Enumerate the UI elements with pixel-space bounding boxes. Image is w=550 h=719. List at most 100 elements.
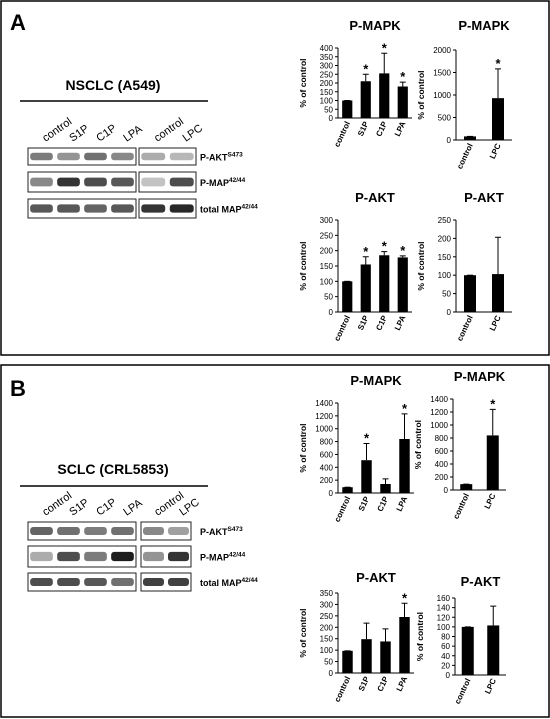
blot-row-label: P-MAP42/44 [200, 552, 246, 563]
y-tick-label: 100 [320, 646, 334, 655]
y-axis-label: % of control [416, 241, 426, 290]
bar [360, 264, 371, 312]
y-tick-label: 0 [329, 308, 334, 317]
row-superscript: 42/44 [229, 552, 246, 559]
blot-band [169, 204, 194, 213]
x-tick-label: control [333, 495, 353, 523]
blot-band [30, 578, 53, 586]
blot-band [57, 152, 80, 161]
y-tick-label: 80 [441, 633, 450, 642]
y-tick-label: 100 [320, 97, 334, 106]
x-tick-label: LPC [483, 492, 498, 511]
panel-frame [0, 0, 550, 356]
x-tick-label: S1P [357, 674, 372, 692]
panel-label: A [10, 10, 26, 35]
y-axis-label: % of control [416, 70, 426, 119]
bar [486, 435, 499, 490]
blot-frame [140, 545, 192, 568]
blot-band [84, 177, 107, 187]
chart-title: P-AKT [461, 574, 501, 589]
x-tick-label: S1P [356, 313, 371, 331]
error-bar [381, 251, 388, 256]
blot-band [169, 152, 194, 161]
error-bar [401, 413, 408, 439]
bar [399, 439, 410, 493]
y-tick-label: 1400 [315, 399, 333, 408]
blot-row-label: P-AKTS473 [200, 152, 243, 163]
blot-band [84, 578, 107, 586]
blot-band [111, 177, 134, 187]
y-tick-label: 500 [438, 114, 452, 123]
x-tick-label: LPA [393, 314, 408, 332]
blot-row-label: P-MAP42/44 [200, 177, 246, 188]
blot-band [168, 578, 189, 586]
x-tick-label: LPA [393, 120, 408, 138]
blot-frame [27, 545, 137, 568]
y-tick-label: 250 [438, 216, 452, 225]
row-superscript: 42/44 [242, 204, 259, 211]
y-tick-label: 1200 [430, 408, 448, 417]
blot-frame [27, 147, 137, 166]
chart-title: P-MAPK [458, 18, 510, 33]
y-tick-label: 200 [320, 623, 334, 632]
blot-band [84, 152, 107, 161]
y-tick-label: 350 [320, 589, 334, 598]
y-tick-label: 300 [320, 62, 334, 71]
x-tick-label: control [455, 314, 475, 342]
bar [380, 641, 391, 673]
chart-title: P-AKT [464, 190, 504, 205]
blot-band [57, 177, 80, 187]
blot-band [57, 204, 80, 213]
bar [492, 274, 504, 312]
x-tick-label: C1P [376, 674, 391, 693]
error-bar [401, 602, 408, 617]
error-bar [399, 81, 406, 87]
blot-band [111, 578, 134, 586]
row-superscript: S473 [228, 526, 244, 533]
bar [361, 460, 372, 493]
x-tick-label: S1P [356, 119, 371, 137]
blot-frame [27, 572, 137, 592]
cell-line-title: SCLC (CRL5853) [57, 461, 168, 477]
x-tick-label: LPA [395, 495, 410, 513]
blot-band [141, 204, 166, 213]
error-bar [363, 443, 370, 461]
blot-row-label: total MAP42/44 [200, 577, 258, 588]
y-tick-label: 0 [329, 669, 334, 678]
x-tick-label: control [451, 492, 471, 520]
blot-band [30, 204, 53, 213]
y-tick-label: 150 [320, 635, 334, 644]
y-tick-label: 400 [320, 463, 334, 472]
blot-band [168, 527, 189, 535]
cell-line-title: NSCLC (A549) [66, 77, 161, 93]
error-bar [382, 478, 389, 484]
blot-band [143, 578, 164, 586]
row-superscript: S473 [228, 152, 244, 159]
significance-marker: * [495, 56, 501, 71]
blot-band [141, 152, 166, 161]
bar [397, 86, 408, 118]
y-tick-label: 2000 [433, 46, 451, 55]
blot-band [84, 527, 107, 535]
y-tick-label: 1400 [430, 395, 448, 404]
significance-marker: * [402, 590, 408, 605]
y-tick-label: 0 [447, 308, 452, 317]
y-tick-label: 100 [320, 277, 334, 286]
bar [342, 281, 353, 312]
blot-frame [138, 198, 197, 219]
blot-band [111, 152, 134, 161]
blot-band [169, 177, 194, 187]
blot-band [57, 578, 80, 586]
row-name: P-AKT [200, 527, 228, 537]
y-axis-label: % of control [413, 420, 423, 469]
bar [360, 81, 371, 118]
y-tick-label: 1500 [433, 69, 451, 78]
bar [379, 255, 390, 312]
y-tick-label: 800 [320, 438, 334, 447]
y-tick-label: 400 [320, 44, 334, 53]
error-bar [490, 605, 497, 626]
blot-band [57, 551, 80, 562]
blot-frame [27, 198, 137, 219]
error-bar [495, 236, 501, 275]
bar [460, 484, 473, 490]
